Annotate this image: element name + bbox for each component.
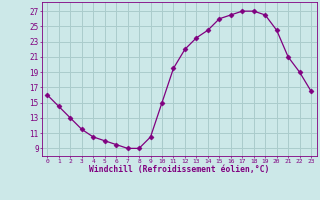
X-axis label: Windchill (Refroidissement éolien,°C): Windchill (Refroidissement éolien,°C) (89, 165, 269, 174)
